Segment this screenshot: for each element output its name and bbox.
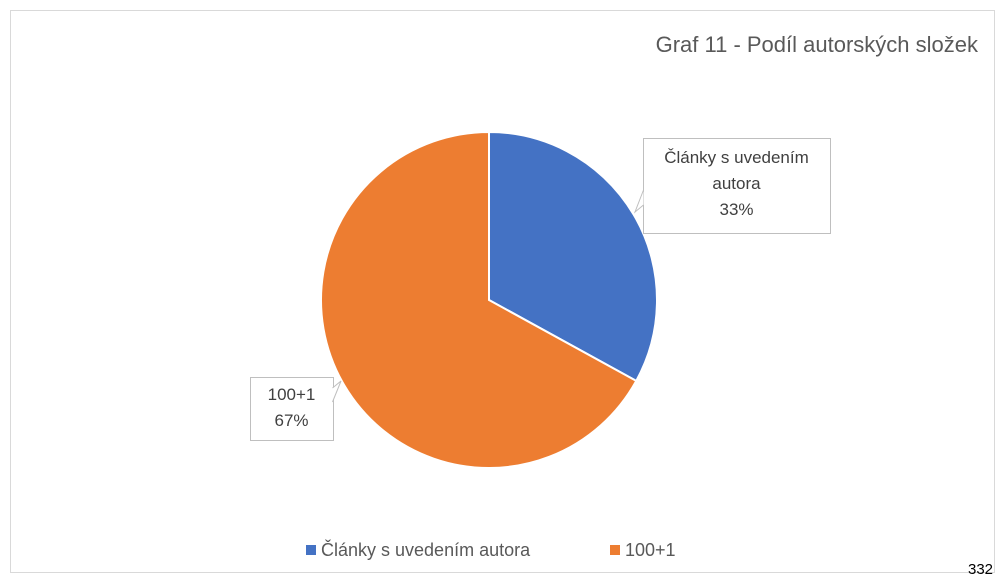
- data-label-pointer: [332, 380, 342, 403]
- legend-label: 100+1: [625, 540, 676, 560]
- data-label-category: 100+1: [267, 385, 316, 404]
- pie-slice: [320, 130, 638, 469]
- data-label-value: 67%: [274, 411, 309, 430]
- page-number: 332: [968, 561, 993, 578]
- legend-label: Články s uvedením autora: [321, 539, 531, 560]
- pie-slice: [488, 130, 659, 383]
- legend-swatch: [610, 545, 620, 555]
- chart-title: Graf 11 - Podíl autorských složek: [656, 32, 979, 57]
- data-label-pointer: [633, 189, 644, 214]
- data-label-box: [643, 138, 831, 234]
- data-label-category: Články s uvedením autora: [664, 148, 809, 193]
- legend-swatch: [306, 545, 316, 555]
- data-label: 100+1 67%: [250, 377, 333, 439]
- data-label-value: 33%: [719, 200, 754, 219]
- data-label: Články s uvedením autora 33%: [643, 138, 830, 230]
- pie: [320, 130, 659, 469]
- data-label-box: [250, 377, 334, 441]
